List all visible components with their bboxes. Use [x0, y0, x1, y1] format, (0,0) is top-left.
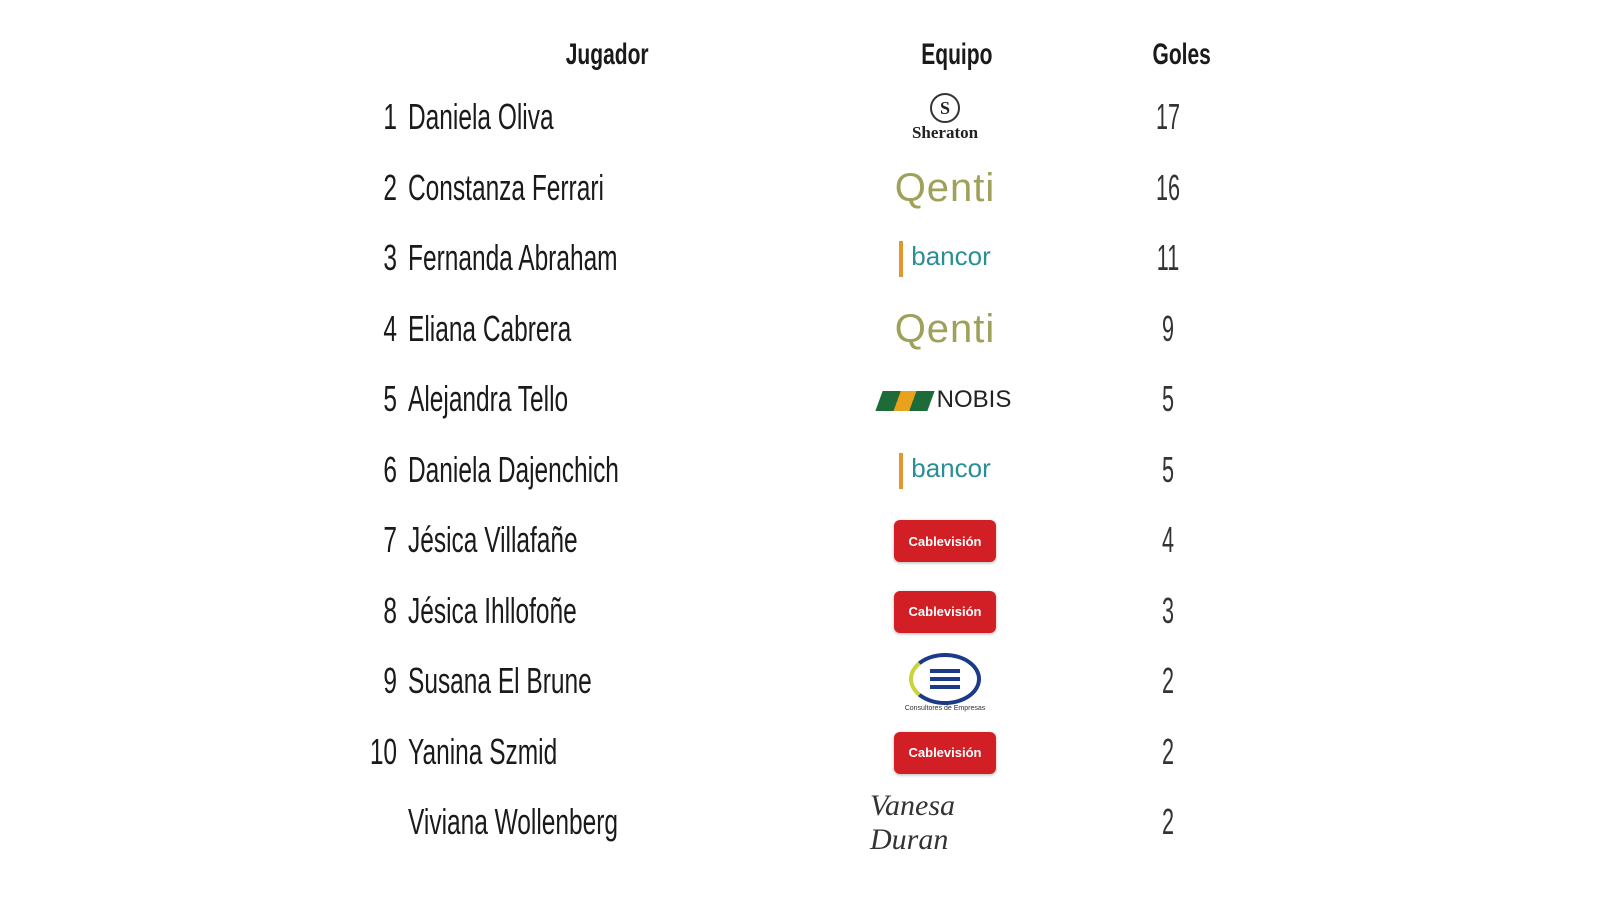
- player-name: Fernanda Abraham: [408, 237, 618, 278]
- bancor-logo: bancor: [899, 241, 991, 277]
- vanesa-duran-logo: Vanesa Duran: [870, 789, 955, 856]
- goals: 16: [1155, 166, 1181, 208]
- goals: 3: [1161, 589, 1175, 631]
- player-name: Jésica Villafañe: [408, 519, 578, 560]
- bancor-logo: bancor: [899, 452, 991, 489]
- sheraton-logo: S Sheraton: [870, 88, 1020, 148]
- cablevision-logo: Cablevisión: [894, 731, 996, 774]
- goals: 2: [1161, 660, 1175, 701]
- cablevision-logo: Cablevisión: [894, 520, 996, 562]
- rank: 7: [383, 519, 397, 560]
- table-row: 4 Eliana Cabrera Qenti 9: [0, 307, 1600, 378]
- qenti-logo: Qenti: [894, 166, 996, 210]
- table-row: 7 Jésica Villafañe Cablevisión 4: [0, 519, 1600, 589]
- player-name: Viviana Wollenberg: [408, 801, 619, 842]
- cablevision-logo: Cablevisión: [894, 590, 996, 633]
- table-row: 10 Yanina Szmid Cablevisión 2: [0, 731, 1600, 801]
- header-goals: Goles: [1152, 38, 1211, 71]
- goals: 5: [1161, 448, 1175, 490]
- player-name: Yanina Szmid: [408, 730, 558, 772]
- header-player: Jugador: [565, 38, 649, 71]
- rank: 4: [383, 307, 397, 349]
- player-name: Susana El Brune: [408, 660, 592, 701]
- player-name: Eliana Cabrera: [408, 307, 572, 349]
- table-row: Viviana Wollenberg Vanesa Duran 2: [0, 789, 1600, 871]
- rank: 9: [383, 660, 397, 701]
- table-row: 2 Constanza Ferrari Qenti 16: [0, 166, 1600, 237]
- consultores-logo: Consultores de Empresas: [870, 652, 1020, 712]
- nobis-logo: NOBIS: [870, 370, 1020, 430]
- rank: 1: [383, 96, 397, 137]
- goals: 4: [1161, 519, 1175, 560]
- rank: 3: [383, 237, 397, 278]
- table-row: 6 Daniela Dajenchich bancor 5: [0, 449, 1600, 519]
- table-row: 3 Fernanda Abraham bancor 11: [0, 237, 1600, 307]
- goals: 9: [1161, 307, 1175, 349]
- goals: 5: [1161, 378, 1175, 419]
- rank: 10: [369, 730, 397, 772]
- player-name: Alejandra Tello: [408, 378, 569, 419]
- goals: 11: [1156, 237, 1180, 278]
- goals: 2: [1161, 801, 1175, 842]
- player-name: Daniela Oliva: [408, 96, 554, 137]
- rank: 2: [383, 166, 397, 208]
- goals: 17: [1155, 96, 1181, 137]
- goals: 2: [1161, 730, 1175, 772]
- player-name: Constanza Ferrari: [408, 166, 604, 208]
- player-name: Daniela Dajenchich: [408, 448, 619, 490]
- table-row: 8 Jésica Ihllofoñe Cablevisión 3: [0, 590, 1600, 660]
- table-row: 1 Daniela Oliva S Sheraton 17: [0, 93, 1600, 166]
- header-team: Equipo: [921, 38, 993, 71]
- table-row: 9 Susana El Brune Consultores de Empresa…: [0, 652, 1600, 730]
- rank: 5: [383, 378, 397, 419]
- rank: 6: [383, 448, 397, 490]
- rank: 8: [383, 589, 397, 631]
- player-name: Jésica Ihllofoñe: [408, 589, 577, 631]
- table-row: 5 Alejandra Tello NOBIS 5: [0, 378, 1600, 448]
- qenti-logo: Qenti: [894, 307, 996, 351]
